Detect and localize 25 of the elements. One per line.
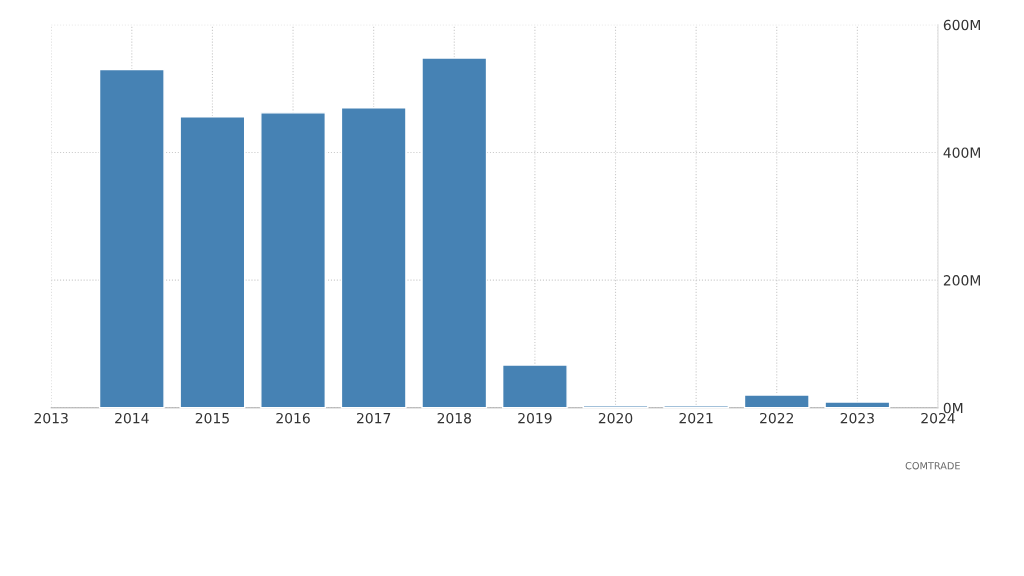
text: COMTRADE [905,462,960,470]
bar [824,401,891,409]
bar [501,364,568,409]
x-tick-label: 2024 [921,412,955,424]
bar [98,68,165,409]
x-tick-label: 2022 [760,412,794,424]
x-tick-label: 2017 [357,412,391,424]
bar [340,107,407,409]
y-tick-label: 200M [943,275,980,286]
bar [743,394,810,409]
x-tick-label: 2014 [115,412,149,424]
x-tick-label: 2016 [276,412,310,424]
x-tick-label: 2021 [679,412,713,424]
bar [179,116,246,409]
x-tick-label: 2023 [840,412,874,424]
x-tick-label: 2019 [518,412,552,424]
x-tick-label: 2013 [34,412,68,424]
x-tick-label: 2020 [598,412,633,424]
y-tick-label: 0M [943,402,963,414]
bar [260,112,326,409]
bar [421,57,488,409]
x-tick-label: 2015 [195,412,229,424]
x-tick-label: 2018 [437,412,472,424]
y-tick-label: 600M [943,19,980,31]
y-tick-label: 400M [943,147,980,158]
